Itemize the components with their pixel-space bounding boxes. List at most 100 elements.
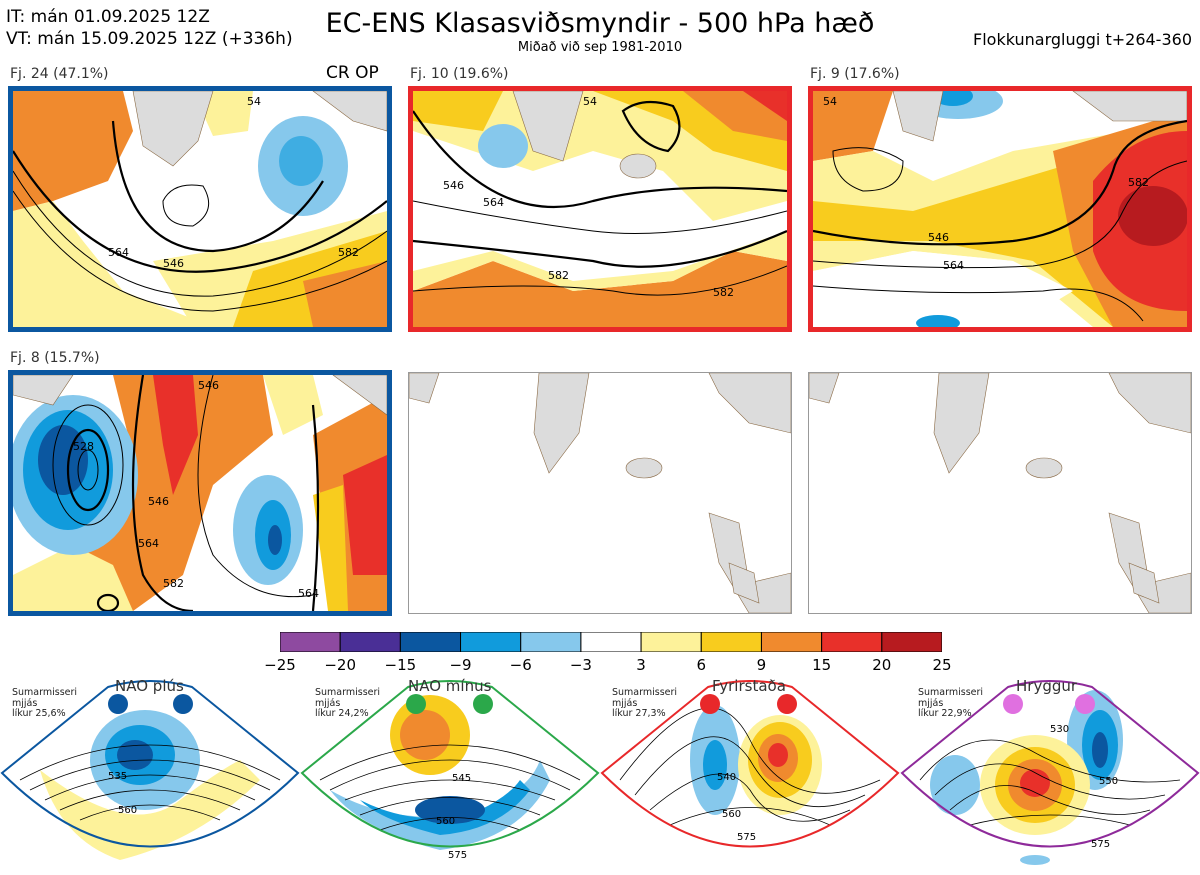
regime-note: Sumarmisseri mjjás líkur 22,9% xyxy=(918,687,984,720)
contour-label: 560 xyxy=(722,809,741,820)
contour-label: 582 xyxy=(548,269,569,282)
contour-label: 575 xyxy=(1091,839,1110,850)
regime-ridge: 530 550 575 Sumarmisseri mjjás líkur 22,… xyxy=(900,677,1200,871)
colorbar-tick-label: −20 xyxy=(324,656,356,674)
contour-label: 582 xyxy=(713,286,734,299)
contour-label: 546 xyxy=(148,495,169,508)
cluster-3-map: 546 564 582 54 xyxy=(808,86,1192,332)
colorbar-tick-label: 6 xyxy=(696,656,707,674)
header-times: IT: mán 01.09.2025 12Z VT: mán 15.09.202… xyxy=(6,6,293,50)
cluster-1-label: Fj. 24 (47.1%) xyxy=(10,66,109,82)
cluster-4-map: 528 546 564 582 564 546 xyxy=(8,370,392,616)
regime-nao-minus: 545 560 575 Sumarmisseri mjjás líkur 24,… xyxy=(300,677,600,871)
contour-label: 54 xyxy=(823,95,837,108)
contour-label: 564 xyxy=(108,246,129,259)
contour-label: 546 xyxy=(198,379,219,392)
regime-title: Fyrirstaða xyxy=(712,677,786,695)
cluster-2-map: 546 564 582 582 54 xyxy=(408,86,792,332)
colorbar xyxy=(280,632,942,652)
colorbar-swatch xyxy=(460,632,522,652)
colorbar-swatch xyxy=(760,632,823,652)
colorbar-swatch xyxy=(339,632,401,652)
colorbar-tick-label: −15 xyxy=(384,656,417,674)
valid-time: VT: mán 15.09.2025 12Z (+336h) xyxy=(6,29,293,49)
colorbar-swatch xyxy=(580,632,642,652)
colorbar-tick-label: 9 xyxy=(756,656,767,674)
note-line: líkur 25,6% xyxy=(12,708,66,719)
empty-map-1 xyxy=(408,372,792,614)
initial-time: IT: mán 01.09.2025 12Z xyxy=(6,7,210,27)
contour-label: 560 xyxy=(436,816,455,827)
classification-window: Flokkunargluggi t+264-360 xyxy=(973,30,1192,49)
cluster-1-tag: CR OP xyxy=(326,63,379,83)
cluster-4-label: Fj. 8 (15.7%) xyxy=(10,350,100,366)
regime-note: Sumarmisseri mjjás líkur 25,6% xyxy=(12,687,78,720)
contour-label: 575 xyxy=(737,832,756,843)
cluster-1-map: 564 546 582 54 xyxy=(8,86,392,332)
page-subtitle: Miðað við sep 1981-2010 xyxy=(517,40,683,55)
contour-label: 540 xyxy=(717,772,736,783)
colorbar-tick-label: −3 xyxy=(569,656,592,674)
contour-label: 546 xyxy=(443,179,464,192)
colorbar-tick-label: 15 xyxy=(812,656,832,674)
regime-dot xyxy=(473,694,493,714)
regime-title: NAO plús xyxy=(115,677,184,695)
contour-label: 54 xyxy=(583,95,597,108)
contour-label: 564 xyxy=(483,196,504,209)
contour-label: 530 xyxy=(1050,724,1069,735)
colorbar-swatch xyxy=(821,632,883,652)
contour-label: 546 xyxy=(928,231,949,244)
colorbar-tick-label: −9 xyxy=(449,656,472,674)
note-line: Sumarmisseri xyxy=(612,687,678,698)
colorbar-tick-label: 20 xyxy=(872,656,892,674)
regime-dot xyxy=(1075,694,1095,714)
note-line: Sumarmisseri xyxy=(12,687,78,698)
colorbar-swatch xyxy=(399,632,462,652)
colorbar-swatch xyxy=(640,632,702,652)
cluster-2-label: Fj. 10 (19.6%) xyxy=(410,66,509,82)
regime-blocking: 540 560 575 Sumarmisseri mjjás líkur 27,… xyxy=(600,677,900,871)
contour-label: 564 xyxy=(943,259,964,272)
colorbar-swatch xyxy=(881,632,942,652)
note-line: mjjás xyxy=(12,697,38,709)
note-line: Sumarmisseri xyxy=(315,687,381,698)
note-line: líkur 24,2% xyxy=(315,708,369,719)
contour-label: 564 xyxy=(138,537,159,550)
regime-note: Sumarmisseri mjjás líkur 24,2% xyxy=(315,687,381,720)
colorbar-swatch xyxy=(700,632,762,652)
page-title: EC-ENS Klasasviðsmyndir - 500 hPa hæð xyxy=(325,8,875,39)
contour-label: 582 xyxy=(338,246,359,259)
contour-label: 550 xyxy=(1099,776,1118,787)
colorbar-swatch xyxy=(280,632,341,652)
note-line: mjjás xyxy=(918,697,944,709)
regime-dot xyxy=(173,694,193,714)
contour-label: 546 xyxy=(163,257,184,270)
regime-nao-plus: 535 560 Sumarmisseri mjjás líkur 25,6% N… xyxy=(0,677,300,871)
regime-note: Sumarmisseri mjjás líkur 27,3% xyxy=(612,687,678,720)
contour-label: 535 xyxy=(108,771,127,782)
colorbar-tick-label: −25 xyxy=(264,656,296,674)
contour-label: 545 xyxy=(452,773,471,784)
colorbar-tick-label: 25 xyxy=(932,656,952,674)
note-line: mjjás xyxy=(315,697,341,709)
colorbar-tick-label: 3 xyxy=(636,656,646,674)
note-line: líkur 27,3% xyxy=(612,708,666,719)
contour-label: 54 xyxy=(247,95,261,108)
regime-dot xyxy=(777,694,797,714)
cluster-3-label: Fj. 9 (17.6%) xyxy=(810,66,900,82)
note-line: mjjás xyxy=(612,697,638,709)
contour-label: 560 xyxy=(118,805,137,816)
contour-label: 575 xyxy=(448,850,467,861)
regime-dot xyxy=(108,694,128,714)
contour-label: 582 xyxy=(163,577,184,590)
note-line: Sumarmisseri xyxy=(918,687,984,698)
regime-dot xyxy=(406,694,426,714)
regime-title: Hryggur xyxy=(1016,677,1078,695)
regime-dot xyxy=(1003,694,1023,714)
empty-map-2 xyxy=(808,372,1192,614)
contour-label: 564 xyxy=(298,587,319,600)
regime-title: NAO mínus xyxy=(408,677,492,695)
colorbar-swatch xyxy=(520,632,582,652)
note-line: líkur 22,9% xyxy=(918,708,972,719)
regime-dot xyxy=(700,694,720,714)
